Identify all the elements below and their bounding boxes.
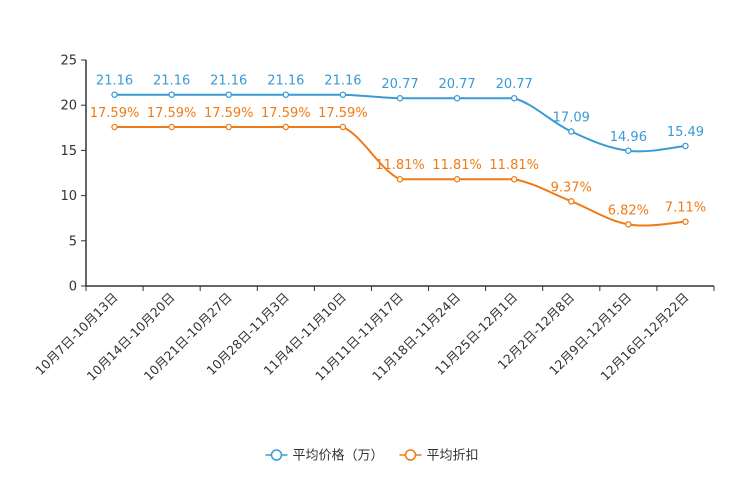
y-tick-label: 15 [60, 144, 77, 159]
data-point-price[interactable] [453, 94, 461, 102]
data-label-discount: 17.59% [318, 106, 368, 121]
data-label-price: 17.09 [553, 111, 590, 126]
data-point-discount[interactable] [168, 123, 175, 131]
data-label-discount: 17.59% [147, 106, 197, 121]
y-tick-label: 20 [60, 99, 77, 114]
data-point-price[interactable] [282, 91, 290, 98]
legend-label-price: 平均价格（万） [292, 448, 383, 464]
legend-item-price[interactable]: 平均价格（万） [265, 448, 384, 464]
series-line-price [114, 93, 686, 153]
data-label-discount: 17.59% [261, 106, 311, 121]
data-point-discount[interactable] [568, 198, 575, 205]
data-point-price[interactable] [625, 147, 632, 155]
y-tick-label: 5 [69, 234, 77, 249]
legend-marker-price [270, 449, 283, 461]
legend-item-discount[interactable]: 平均折扣 [399, 449, 479, 464]
legend[interactable]: 平均价格（万） 平均折扣 [265, 448, 479, 464]
data-label-discount: 6.82% [608, 203, 649, 218]
data-point-price[interactable] [682, 142, 689, 150]
data-label-discount: 11.81% [489, 158, 539, 173]
data-point-price[interactable] [111, 91, 118, 98]
data-label-discount: 17.59% [204, 106, 254, 121]
data-point-discount[interactable] [396, 175, 404, 183]
data-label-price: 14.96 [610, 130, 647, 145]
data-label-price: 21.16 [96, 74, 133, 89]
y-tick-label: 0 [69, 280, 77, 295]
data-label-discount: 17.59% [90, 106, 140, 121]
data-point-discount[interactable] [282, 123, 290, 131]
data-point-discount[interactable] [625, 221, 632, 228]
data-point-discount[interactable] [339, 123, 347, 131]
data-label-discount: 9.37% [551, 180, 592, 195]
data-point-discount[interactable] [682, 218, 689, 225]
data-label-price: 21.16 [153, 74, 190, 89]
data-label-price: 21.16 [324, 74, 361, 89]
data-point-price[interactable] [510, 94, 518, 102]
data-point-discount[interactable] [111, 123, 118, 131]
data-point-discount[interactable] [225, 123, 232, 131]
data-point-price[interactable] [168, 91, 175, 98]
data-label-discount: 11.81% [432, 158, 482, 173]
data-label-price: 21.16 [267, 74, 304, 89]
data-label-price: 20.77 [381, 77, 418, 92]
data-point-price[interactable] [396, 94, 404, 102]
y-tick-label: 10 [60, 189, 77, 204]
series-lines [111, 91, 689, 228]
legend-label-discount: 平均折扣 [427, 449, 479, 464]
data-label-price: 20.77 [496, 77, 533, 92]
data-label-discount: 11.81% [375, 158, 425, 173]
legend-marker-discount [404, 449, 417, 461]
data-point-price[interactable] [225, 91, 232, 98]
y-tick-label: 25 [60, 54, 77, 69]
data-labels: 21.16 21.16 21.16 21.16 21.16 20.77 20.77 20.77… [90, 74, 706, 219]
data-label-price: 15.49 [667, 125, 704, 140]
data-point-price[interactable] [568, 128, 575, 135]
data-label-price: 21.16 [210, 74, 247, 89]
data-label-price: 20.77 [438, 77, 475, 92]
data-point-discount[interactable] [453, 175, 461, 183]
data-label-discount: 7.11% [665, 201, 706, 216]
data-point-price[interactable] [339, 91, 347, 98]
data-point-discount[interactable] [510, 175, 518, 183]
